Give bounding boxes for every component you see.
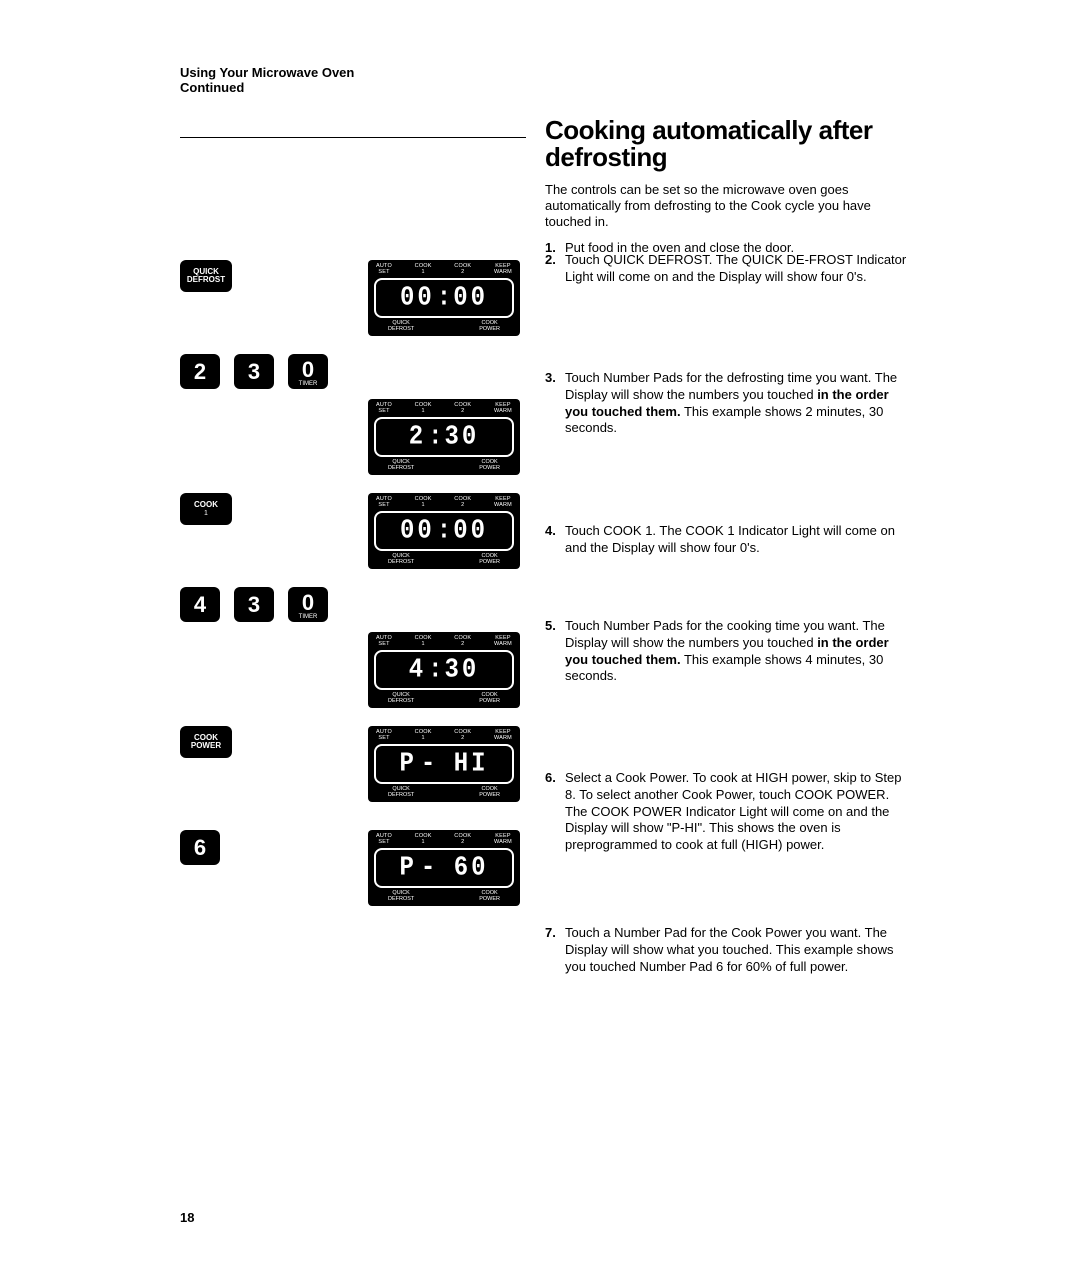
num-key-4: 4 [180, 587, 220, 622]
step-number: 5. [545, 618, 559, 685]
panel-top-labels: AUTOSETCOOK1COOK2KEEPWARM [374, 730, 514, 743]
panel-bottom-labels: QUICKDEFROSTCOOKPOWER [374, 890, 514, 902]
num-key-2: 2 [180, 354, 220, 389]
display-readout: 4:30 [409, 655, 480, 685]
step-text: Touch Number Pads for the cooking time y… [565, 618, 910, 685]
page-header: Using Your Microwave Oven Continued [180, 65, 910, 95]
num-key-3: 3 [234, 587, 274, 622]
panel-top-labels: AUTOSETCOOK1COOK2KEEPWARM [374, 834, 514, 847]
illus-row: 4 3 0 TIMER [180, 587, 520, 622]
cook-power-key: COOK POWER [180, 726, 232, 758]
step-text: Touch Number Pads for the defrosting tim… [565, 370, 910, 437]
display-frame: 4:30 [374, 650, 514, 690]
display-panel: AUTOSETCOOK1COOK2KEEPWARM 00:00 QUICKDEFRO… [368, 493, 520, 569]
display-readout: 00:00 [400, 516, 488, 546]
panel-bottom-labels: QUICKDEFROSTCOOKPOWER [374, 459, 514, 471]
illus-row: AUTOSETCOOK1COOK2KEEPWARM 4:30 QUICKDEFROS… [180, 632, 520, 708]
illus-row: COOK POWER AUTOSETCOOK1COOK2KEEPWARM P- H… [180, 726, 520, 802]
step-text: Touch QUICK DEFROST. The QUICK DE-FROST … [565, 252, 910, 285]
panel-bottom-labels: QUICKDEFROSTCOOKPOWER [374, 320, 514, 332]
step-text: Touch COOK 1. The COOK 1 Indicator Light… [565, 523, 910, 556]
rule [180, 137, 526, 138]
step: 2.Touch QUICK DEFROST. The QUICK DE-FROS… [545, 252, 910, 285]
display-readout: 00:00 [400, 283, 488, 313]
step: 5.Touch Number Pads for the cooking time… [545, 618, 910, 685]
display-frame: 00:00 [374, 511, 514, 551]
illus-row: QUICK DEFROST AUTOSETCOOK1COOK2KEEPWARM 0… [180, 260, 520, 336]
display-frame: 00:00 [374, 278, 514, 318]
step-number: 3. [545, 370, 559, 437]
page-number: 18 [180, 1210, 194, 1225]
num-key-3: 3 [234, 354, 274, 389]
instructions-column: Cooking automatically after defrosting T… [545, 117, 910, 240]
panel-bottom-labels: QUICKDEFROSTCOOKPOWER [374, 692, 514, 704]
step-number: 4. [545, 523, 559, 556]
step: 6.Select a Cook Power. To cook at HIGH p… [545, 770, 910, 853]
illus-row: 6 AUTOSETCOOK1COOK2KEEPWARM P- 60 QUICKDEF… [180, 830, 520, 906]
display-readout: P- 60 [399, 853, 488, 883]
display-readout: 2:30 [409, 422, 480, 452]
display-frame: P- 60 [374, 848, 514, 888]
num-key-6: 6 [180, 830, 220, 865]
illus-row: AUTOSETCOOK1COOK2KEEPWARM 2:30 QUICKDEFROS… [180, 399, 520, 475]
header-line2: Continued [180, 80, 910, 95]
panel-bottom-labels: QUICKDEFROSTCOOKPOWER [374, 786, 514, 798]
panel-top-labels: AUTOSETCOOK1COOK2KEEPWARM [374, 264, 514, 277]
cook-1-key: COOK 1 [180, 493, 232, 525]
display-frame: P- HI [374, 744, 514, 784]
display-readout: P- HI [399, 749, 488, 779]
step: 3.Touch Number Pads for the defrosting t… [545, 370, 910, 437]
display-panel: AUTOSETCOOK1COOK2KEEPWARM P- 60 QUICKDEFRO… [368, 830, 520, 906]
step-number: 6. [545, 770, 559, 853]
section-title: Cooking automatically after defrosting [545, 117, 910, 172]
panel-bottom-labels: QUICKDEFROSTCOOKPOWER [374, 553, 514, 565]
illus-row: COOK 1 AUTOSETCOOK1COOK2KEEPWARM 00:00 QUI… [180, 493, 520, 569]
display-panel: AUTOSETCOOK1COOK2KEEPWARM P- HI QUICKDEFRO… [368, 726, 520, 802]
num-key-0: 0 TIMER [288, 354, 328, 389]
step-text: Select a Cook Power. To cook at HIGH pow… [565, 770, 910, 853]
display-frame: 2:30 [374, 417, 514, 457]
display-panel: AUTOSETCOOK1COOK2KEEPWARM 2:30 QUICKDEFROS… [368, 399, 520, 475]
step: 7.Touch a Number Pad for the Cook Power … [545, 925, 910, 975]
illustration-column: QUICK DEFROST AUTOSETCOOK1COOK2KEEPWARM 0… [180, 260, 520, 924]
step-number: 7. [545, 925, 559, 975]
panel-top-labels: AUTOSETCOOK1COOK2KEEPWARM [374, 636, 514, 649]
step-text: Touch a Number Pad for the Cook Power yo… [565, 925, 910, 975]
step-number: 2. [545, 252, 559, 285]
quick-defrost-key: QUICK DEFROST [180, 260, 232, 292]
illus-row: 2 3 0 TIMER [180, 354, 520, 389]
panel-top-labels: AUTOSETCOOK1COOK2KEEPWARM [374, 403, 514, 416]
display-panel: AUTOSETCOOK1COOK2KEEPWARM 00:00 QUICKDEFRO… [368, 260, 520, 336]
display-panel: AUTOSETCOOK1COOK2KEEPWARM 4:30 QUICKDEFROS… [368, 632, 520, 708]
header-line1: Using Your Microwave Oven [180, 65, 910, 80]
num-key-0: 0 TIMER [288, 587, 328, 622]
intro-text: The controls can be set so the microwave… [545, 182, 910, 231]
panel-top-labels: AUTOSETCOOK1COOK2KEEPWARM [374, 497, 514, 510]
step: 4.Touch COOK 1. The COOK 1 Indicator Lig… [545, 523, 910, 556]
